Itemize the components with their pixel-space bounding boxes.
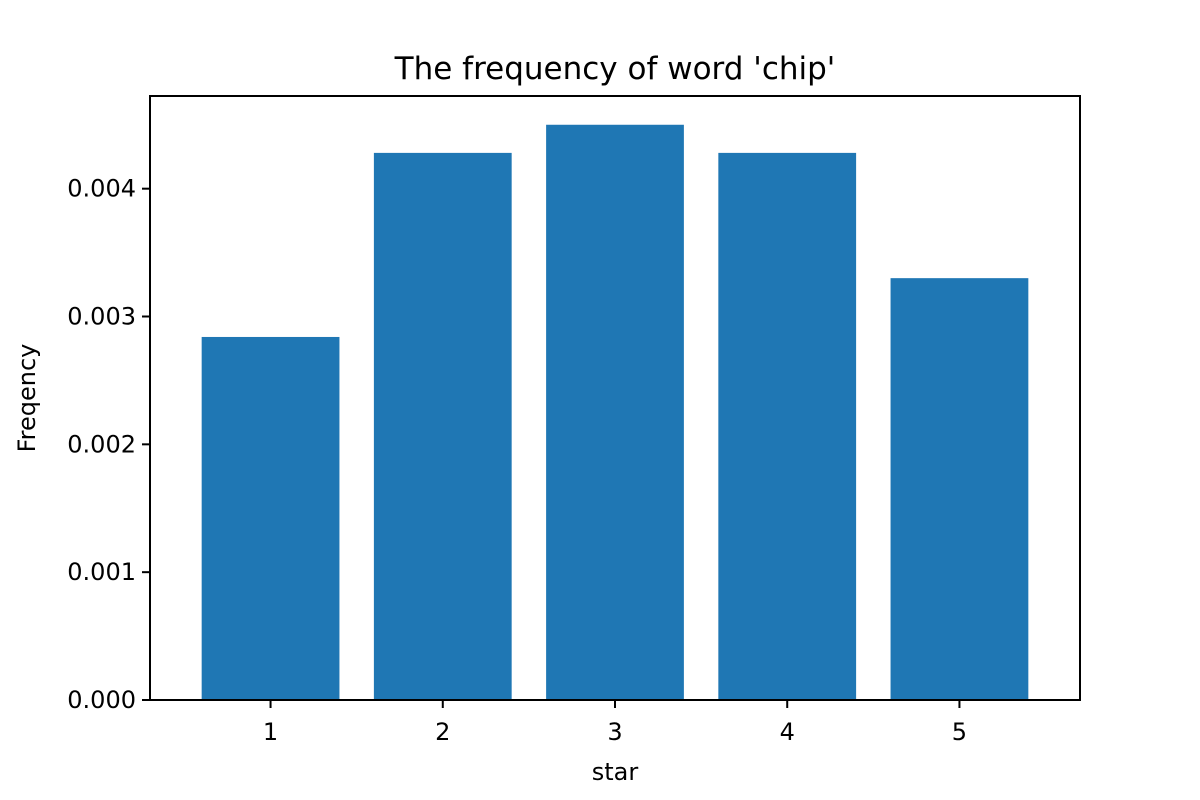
- y-axis: 0.000 0.001 0.002 0.003 0.004: [67, 175, 150, 714]
- x-tick-label: 3: [607, 718, 622, 746]
- bar-star-4: [718, 152, 857, 701]
- y-tick-label: 0.004: [67, 175, 136, 203]
- y-axis-label: Freqency: [13, 344, 41, 453]
- x-axis-label: star: [592, 758, 639, 786]
- x-tick-label: 4: [780, 718, 795, 746]
- x-axis: 1 2 3 4 5: [263, 700, 967, 746]
- plot-area: [201, 124, 1029, 701]
- bar-star-5: [890, 278, 1029, 700]
- bar-star-2: [373, 152, 512, 701]
- bar-star-1: [201, 336, 340, 700]
- axes-frame: [149, 95, 1081, 701]
- x-tick-label: 1: [263, 718, 278, 746]
- x-tick-label: 2: [435, 718, 450, 746]
- chart-title: The frequency of word 'chip': [394, 51, 836, 87]
- x-tick-label: 5: [952, 718, 967, 746]
- y-tick-label: 0.002: [67, 430, 136, 458]
- bar-star-3: [546, 124, 684, 700]
- y-tick-label: 0.001: [67, 558, 136, 586]
- y-tick-label: 0.000: [67, 686, 136, 714]
- y-tick-label: 0.003: [67, 303, 136, 331]
